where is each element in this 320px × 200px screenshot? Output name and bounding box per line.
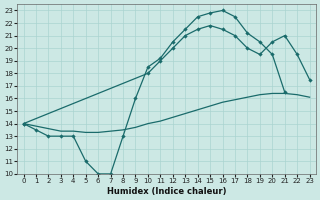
X-axis label: Humidex (Indice chaleur): Humidex (Indice chaleur) — [107, 187, 226, 196]
